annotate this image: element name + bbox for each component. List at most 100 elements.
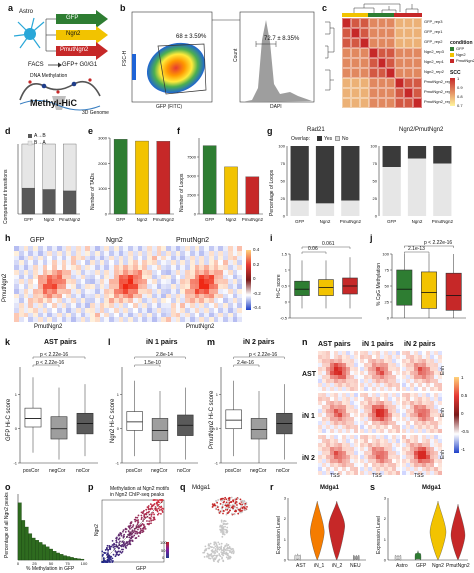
heatmap-cell (47, 317, 52, 322)
heatmap-cell (350, 405, 354, 409)
heatmap-cell (66, 284, 71, 289)
heatmap-cell (199, 298, 204, 303)
heatmap-cell (342, 413, 346, 417)
heatmap-cell (334, 351, 338, 355)
heatmap-cell (194, 293, 200, 299)
scatter-point (159, 506, 162, 509)
heatmap-cell (392, 451, 396, 455)
heatmap-cell (142, 265, 147, 270)
heatmap-cell (354, 371, 358, 375)
heatmap-cell (342, 383, 346, 387)
heatmap-cell (434, 405, 438, 409)
heatmap-cell (422, 455, 426, 459)
histogram-bar (80, 558, 85, 561)
umap-point (220, 546, 222, 549)
heatmap-cell (426, 443, 430, 447)
heatmap-cell (132, 274, 138, 280)
heatmap-cell (132, 269, 138, 275)
heatmap-cell (66, 288, 71, 294)
heatmap-cell (232, 293, 238, 299)
heatmap-cell (218, 260, 223, 265)
heatmap-cell (334, 359, 338, 363)
heatmap-cell (42, 274, 48, 280)
scatter-point (132, 524, 135, 526)
heatmap-cell (388, 359, 392, 363)
scatter-point (115, 541, 118, 544)
heatmap-cell (213, 250, 219, 256)
umap-point (240, 506, 242, 509)
heatmap-cell (151, 255, 157, 261)
umap-point (222, 559, 225, 562)
heatmap-cell (434, 379, 438, 383)
heatmap-cell (109, 293, 114, 299)
heatmap-cell (94, 265, 100, 270)
umap-point (215, 542, 218, 545)
scatter-point (111, 561, 114, 563)
x-axis-label-dapi: DAPI (270, 104, 282, 110)
heatmap-cell (28, 293, 33, 299)
heatmap-cell (426, 383, 430, 387)
heatmap-cell (113, 269, 119, 275)
heatmap-cell (384, 455, 388, 459)
n-y-label-2: Enh (440, 450, 446, 459)
y-tick-label: 2000 (98, 161, 108, 166)
scatter-point (150, 519, 153, 522)
heatmap-cell (85, 303, 90, 308)
heatmap-cell (368, 379, 372, 383)
arrow-ngn2-label: Ngn2 (66, 31, 81, 37)
heatmap-cell (326, 429, 330, 433)
heatmap-cell (418, 379, 422, 383)
panel-letter-g: g (267, 126, 273, 136)
scatter-point (108, 557, 111, 560)
heatmap-cell (204, 317, 209, 322)
heatmap-cell (128, 250, 133, 256)
heatmap-cell (166, 307, 171, 313)
heatmap-cell (80, 246, 86, 251)
heatmap-cell (426, 435, 430, 439)
heatmap-cell (118, 317, 124, 322)
heatmap-cell (396, 443, 400, 447)
heatmap-cell (338, 447, 342, 451)
heatmap-cell (52, 307, 57, 313)
panel-p: Methylation at Ngn2 motifs in Ngn2 ChIP-… (88, 482, 180, 573)
umap-point (224, 525, 226, 528)
heatmap-cell (180, 303, 185, 308)
heatmap-cell (109, 284, 114, 289)
umap-point (220, 519, 223, 522)
hic-heatmap-ngn2 (90, 246, 166, 322)
heatmap-cell (368, 351, 372, 355)
heatmap-cell (360, 371, 364, 375)
heatmap-cell (414, 405, 418, 409)
heatmap-cell (334, 409, 338, 413)
sig-bracket (134, 356, 186, 359)
heatmap-cell (161, 250, 166, 256)
heatmap-cell (80, 279, 86, 284)
heatmap-cell (185, 317, 190, 322)
aggregate-heatmap (318, 435, 358, 475)
heatmap-cell (128, 312, 133, 318)
heatmap-cell (109, 250, 114, 256)
heatmap-cell (422, 379, 426, 383)
heatmap-cell (322, 429, 326, 433)
scale-tick: -0.5 (461, 429, 469, 434)
heatmap-cell (418, 393, 422, 397)
heatmap-cell (404, 38, 414, 48)
heatmap-cell (430, 413, 434, 417)
astro-label: Astro (19, 9, 34, 15)
heatmap-cell (208, 279, 214, 284)
heatmap-cell (322, 467, 326, 471)
heatmap-cell (204, 255, 209, 261)
heatmap-cell (90, 307, 95, 313)
heatmap-cell (392, 459, 396, 463)
l-cat-2: noCor (177, 468, 191, 474)
heatmap-cell (386, 78, 396, 88)
aggregate-heatmap (402, 351, 442, 391)
heatmap-cell (326, 467, 330, 471)
heatmap-cell (438, 379, 442, 383)
heatmap-cell (372, 421, 376, 425)
heatmap-cell (395, 38, 405, 48)
heatmap-cell (430, 451, 434, 455)
heatmap-cell (56, 312, 62, 318)
umap-point (231, 504, 234, 506)
panel-o: 0 25 50 75 100 Percentage of all Ngn2 peaks … (0, 482, 88, 573)
